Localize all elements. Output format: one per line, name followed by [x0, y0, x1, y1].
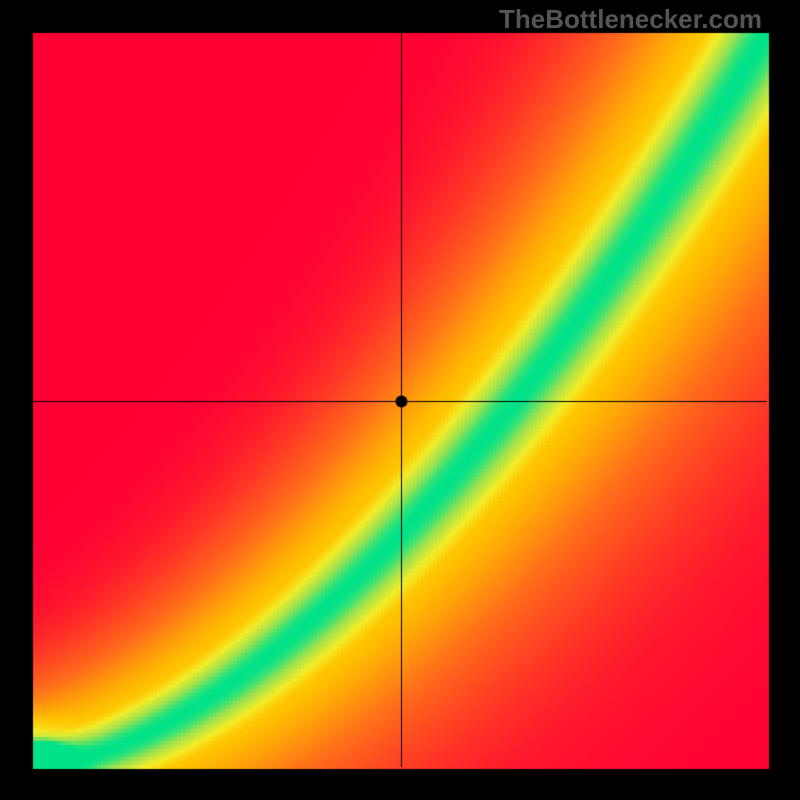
chart-container: TheBottlenecker.com [0, 0, 800, 800]
heatmap-canvas [0, 0, 800, 800]
